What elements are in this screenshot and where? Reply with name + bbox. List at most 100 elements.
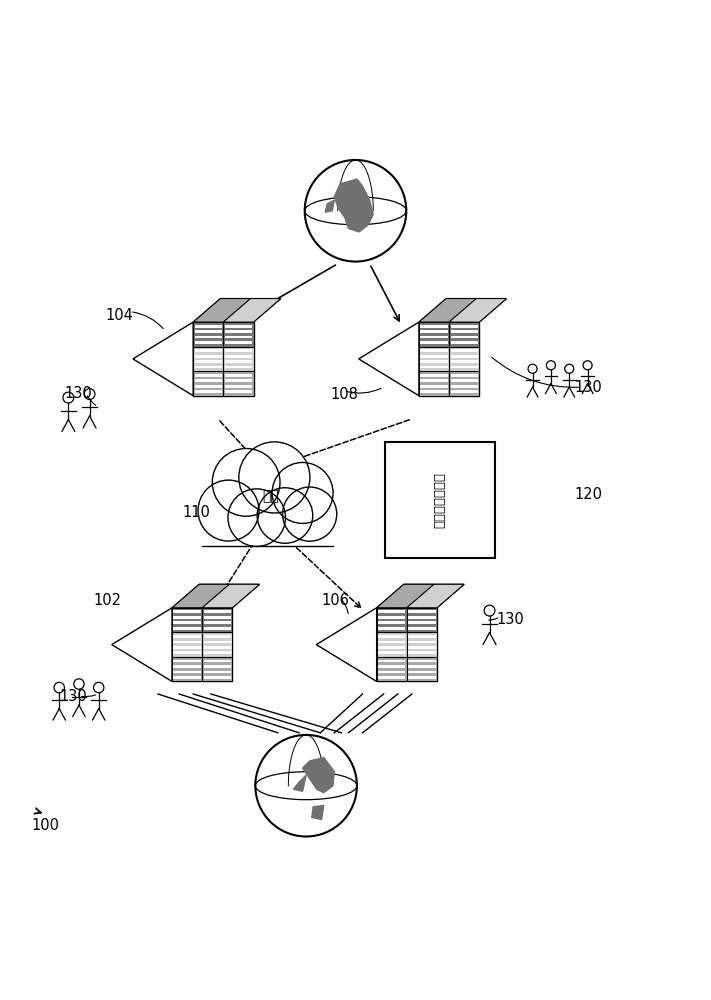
Text: 网络: 网络 (262, 489, 279, 503)
Polygon shape (225, 355, 252, 358)
Polygon shape (451, 349, 478, 352)
Polygon shape (203, 671, 231, 673)
Polygon shape (358, 322, 419, 396)
Polygon shape (419, 371, 449, 396)
Polygon shape (223, 299, 281, 322)
Polygon shape (225, 336, 252, 338)
Polygon shape (420, 355, 448, 358)
Polygon shape (408, 646, 436, 649)
Polygon shape (378, 665, 405, 668)
Polygon shape (419, 299, 476, 322)
Circle shape (198, 480, 259, 541)
Polygon shape (193, 322, 223, 347)
Polygon shape (195, 360, 222, 363)
Polygon shape (225, 325, 252, 328)
Circle shape (546, 361, 555, 370)
Circle shape (305, 160, 406, 262)
Text: 100: 100 (31, 818, 59, 833)
Polygon shape (311, 805, 324, 820)
Text: 106: 106 (321, 593, 350, 608)
Polygon shape (408, 635, 436, 638)
Polygon shape (378, 660, 405, 662)
Polygon shape (173, 651, 201, 654)
Text: 130: 130 (574, 380, 602, 395)
Polygon shape (378, 651, 405, 654)
Polygon shape (203, 676, 231, 679)
Text: 130: 130 (65, 386, 92, 401)
Polygon shape (203, 635, 231, 638)
Polygon shape (173, 671, 201, 673)
Circle shape (63, 392, 74, 403)
Circle shape (272, 462, 333, 523)
Polygon shape (420, 374, 448, 377)
Polygon shape (408, 660, 436, 662)
Polygon shape (451, 341, 478, 344)
Polygon shape (225, 330, 252, 333)
Text: 104: 104 (105, 308, 133, 323)
Polygon shape (449, 299, 506, 322)
Polygon shape (225, 379, 252, 382)
Circle shape (257, 488, 313, 543)
Polygon shape (451, 390, 478, 393)
Polygon shape (408, 671, 436, 673)
Polygon shape (294, 775, 306, 791)
Polygon shape (203, 665, 231, 668)
Polygon shape (195, 325, 222, 328)
Polygon shape (173, 627, 201, 630)
Polygon shape (193, 371, 223, 396)
Polygon shape (172, 608, 232, 681)
Polygon shape (419, 299, 506, 322)
Polygon shape (420, 349, 448, 352)
Polygon shape (420, 366, 448, 368)
Polygon shape (449, 322, 479, 347)
Polygon shape (316, 608, 377, 681)
Circle shape (74, 679, 84, 689)
Circle shape (484, 605, 495, 616)
Polygon shape (203, 646, 231, 649)
Polygon shape (420, 385, 448, 388)
Polygon shape (420, 390, 448, 393)
Polygon shape (223, 347, 254, 371)
Circle shape (228, 489, 286, 546)
Polygon shape (193, 299, 281, 322)
Polygon shape (408, 641, 436, 643)
Polygon shape (172, 584, 260, 608)
Polygon shape (195, 330, 222, 333)
Polygon shape (408, 610, 436, 613)
Bar (198, 496, 337, 546)
Polygon shape (419, 347, 449, 371)
Polygon shape (133, 322, 193, 396)
Polygon shape (195, 355, 222, 358)
Polygon shape (334, 179, 373, 232)
Polygon shape (202, 657, 232, 681)
Polygon shape (173, 646, 201, 649)
Polygon shape (420, 341, 448, 344)
Circle shape (565, 364, 574, 373)
Text: 110: 110 (183, 505, 210, 520)
Circle shape (84, 389, 95, 399)
Polygon shape (377, 608, 407, 632)
Polygon shape (420, 325, 448, 328)
Polygon shape (172, 657, 202, 681)
Polygon shape (195, 366, 222, 368)
Polygon shape (378, 616, 405, 619)
Polygon shape (203, 641, 231, 643)
Polygon shape (112, 608, 172, 681)
Polygon shape (202, 608, 232, 632)
Circle shape (213, 449, 280, 516)
Polygon shape (378, 671, 405, 673)
Polygon shape (378, 610, 405, 613)
Polygon shape (203, 621, 231, 624)
Polygon shape (408, 665, 436, 668)
Text: 102: 102 (93, 593, 121, 608)
Circle shape (94, 682, 104, 693)
Polygon shape (407, 657, 437, 681)
Text: 120: 120 (574, 487, 602, 502)
Polygon shape (172, 584, 230, 608)
Polygon shape (193, 347, 223, 371)
Polygon shape (225, 349, 252, 352)
Polygon shape (193, 299, 250, 322)
Polygon shape (203, 660, 231, 662)
Polygon shape (223, 322, 254, 347)
Polygon shape (378, 627, 405, 630)
